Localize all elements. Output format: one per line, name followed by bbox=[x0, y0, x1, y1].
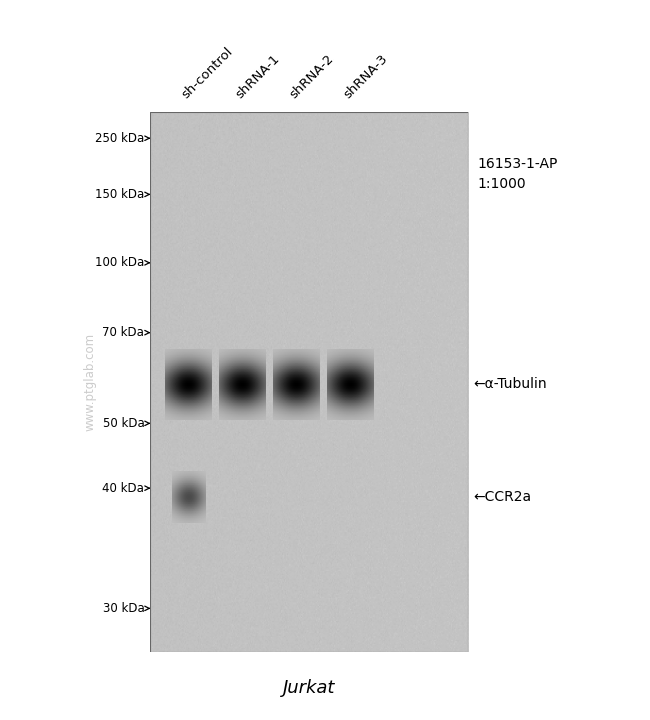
Text: 70 kDa: 70 kDa bbox=[103, 326, 144, 339]
Text: shRNA-1: shRNA-1 bbox=[233, 52, 282, 101]
Text: 40 kDa: 40 kDa bbox=[103, 482, 144, 495]
Text: 250 kDa: 250 kDa bbox=[95, 132, 144, 145]
Text: shRNA-3: shRNA-3 bbox=[341, 52, 390, 101]
Text: www.ptglab.com: www.ptglab.com bbox=[83, 333, 96, 431]
Text: 150 kDa: 150 kDa bbox=[95, 188, 144, 201]
Text: ←CCR2a: ←CCR2a bbox=[473, 490, 531, 504]
Text: 50 kDa: 50 kDa bbox=[103, 417, 144, 430]
Text: Jurkat: Jurkat bbox=[283, 679, 335, 697]
Text: 30 kDa: 30 kDa bbox=[103, 602, 144, 615]
Text: shRNA-2: shRNA-2 bbox=[287, 52, 336, 101]
Text: 16153-1-AP
1:1000: 16153-1-AP 1:1000 bbox=[478, 158, 558, 191]
Text: 100 kDa: 100 kDa bbox=[95, 256, 144, 269]
Text: sh-control: sh-control bbox=[179, 45, 235, 101]
Text: ←α-Tubulin: ←α-Tubulin bbox=[473, 377, 547, 392]
